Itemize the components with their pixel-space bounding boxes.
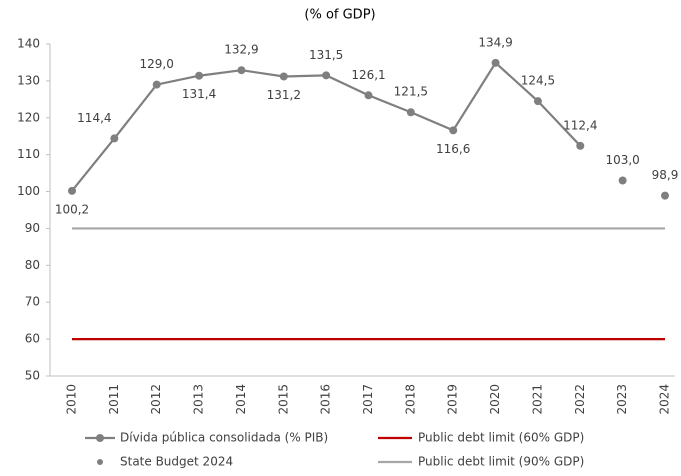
y-tick-label: 90 <box>25 221 40 235</box>
point <box>661 191 669 200</box>
line <box>71 61 582 192</box>
point <box>237 66 246 75</box>
value-label: 132,9 <box>224 43 258 57</box>
value-label: 121,5 <box>394 85 428 99</box>
y-tick-label: 70 <box>25 295 40 309</box>
point <box>364 91 373 100</box>
point <box>322 71 331 80</box>
y-tick-label: 140 <box>17 37 40 51</box>
x-tick-label: 2016 <box>319 384 333 415</box>
point <box>491 58 500 67</box>
x-tick-label: 2014 <box>234 384 248 415</box>
y-tick-label: 130 <box>17 73 40 87</box>
legend-label: State Budget 2024 <box>120 455 233 469</box>
value-label: 100,2 <box>55 202 89 216</box>
x-tick-label: 2013 <box>192 384 206 415</box>
legend-swatch <box>97 459 103 465</box>
value-label: 129,0 <box>140 57 174 71</box>
x-tick-label: 2024 <box>658 384 672 415</box>
point <box>406 108 415 117</box>
value-label: 134,9 <box>478 35 512 49</box>
value-label: 103,0 <box>605 153 639 167</box>
x-tick-label: 2011 <box>107 384 121 415</box>
legend-label: Public debt limit (60% GDP) <box>418 431 584 445</box>
y-tick-label: 120 <box>17 110 40 124</box>
value-label: 116,6 <box>436 142 470 156</box>
point <box>195 71 204 80</box>
value-label: 131,2 <box>267 88 301 102</box>
y-tick-label: 100 <box>17 184 40 198</box>
value-label: 131,5 <box>309 48 343 62</box>
x-tick-label: 2015 <box>276 384 290 415</box>
value-label: 124,5 <box>521 74 555 88</box>
value-label: 112,4 <box>563 118 597 132</box>
value-label: 98,9 <box>652 168 679 182</box>
y-tick-label: 110 <box>17 147 40 161</box>
y-tick-label: 80 <box>25 258 40 272</box>
legend-label: Dívida pública consolidada (% PIB) <box>120 431 328 445</box>
point <box>110 134 119 143</box>
x-tick-label: 2018 <box>403 384 417 415</box>
value-label: 114,4 <box>77 111 111 125</box>
point <box>68 186 76 195</box>
x-tick-label: 2021 <box>530 384 544 415</box>
legend-swatch <box>96 434 104 442</box>
value-label: 131,4 <box>182 87 216 101</box>
chart-title: (% of GDP) <box>304 8 375 23</box>
x-tick-label: 2012 <box>149 384 163 415</box>
x-tick-label: 2020 <box>488 384 502 415</box>
x-tick-label: 2023 <box>615 384 629 415</box>
value-label: 126,1 <box>351 68 385 82</box>
point <box>618 176 627 185</box>
x-tick-label: 2010 <box>65 384 79 415</box>
x-tick-label: 2017 <box>361 384 375 415</box>
legend-label: Public debt limit (90% GDP) <box>418 455 584 469</box>
x-tick-label: 2022 <box>573 384 587 415</box>
point <box>533 97 542 106</box>
x-tick-label: 2019 <box>446 384 460 415</box>
point <box>279 72 288 81</box>
point <box>576 141 585 150</box>
y-tick-label: 50 <box>25 369 40 383</box>
point <box>449 126 458 135</box>
y-tick-label: 60 <box>25 332 40 346</box>
point <box>152 80 161 89</box>
